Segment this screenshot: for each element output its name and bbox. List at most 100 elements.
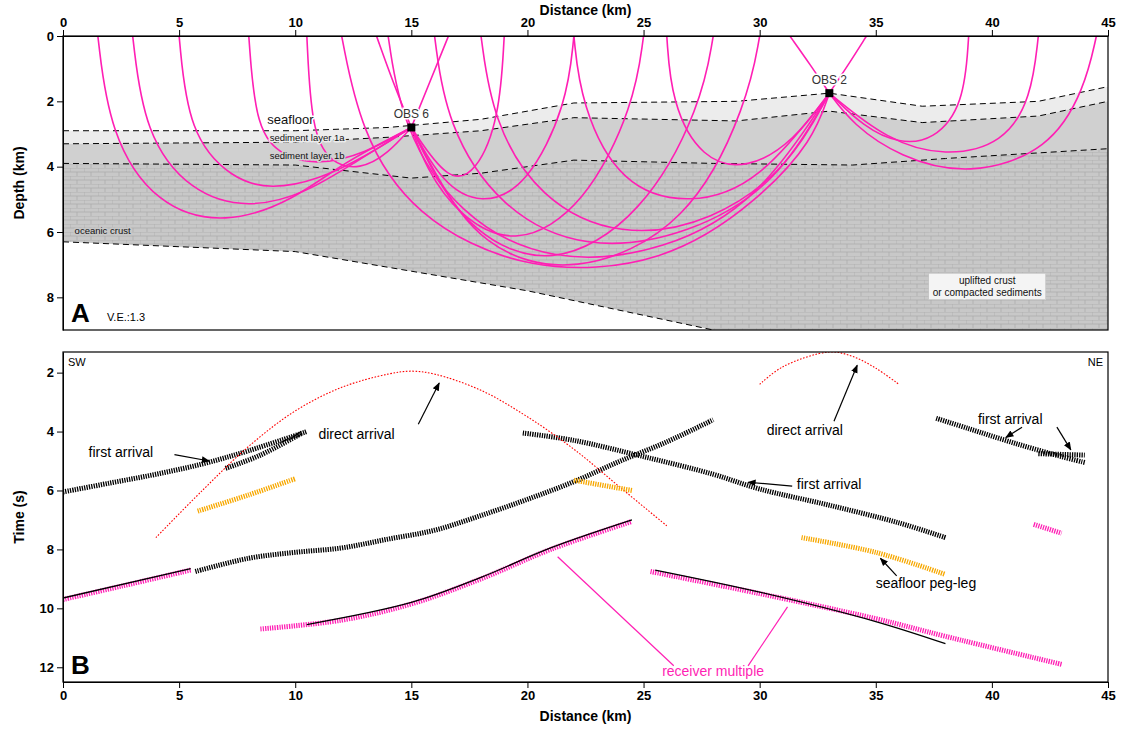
tick-label: 45	[1101, 688, 1115, 703]
tick-mark	[992, 30, 993, 36]
tick-mark	[57, 667, 63, 668]
panel-letter: B	[71, 650, 90, 680]
annotation-arrow	[558, 557, 674, 666]
tick-label: 25	[637, 688, 651, 703]
plot-frame	[63, 36, 1108, 330]
tick-label: 8	[47, 542, 54, 557]
annotation-arrow	[174, 455, 209, 461]
tick: 0	[60, 682, 67, 703]
tick: 40	[985, 682, 999, 703]
plot-area	[63, 36, 1108, 330]
series-dotted	[760, 352, 899, 384]
tick-mark	[179, 682, 180, 688]
tick-label: 8	[47, 290, 54, 305]
boundary	[63, 101, 1108, 143]
layer-label: uplifted crust	[959, 275, 1016, 286]
series-picks	[63, 432, 307, 492]
series-picks	[63, 570, 191, 599]
tick: 20	[521, 682, 535, 703]
tick-mark	[527, 30, 528, 36]
boundary	[63, 87, 1108, 131]
tick: 30	[753, 15, 767, 36]
axis-title: Depth (km)	[11, 146, 27, 219]
tick-label: 4	[47, 424, 55, 439]
tick-mark	[644, 30, 645, 36]
ray	[307, 36, 412, 167]
tick-label: 10	[40, 601, 54, 616]
annotation-arrow	[748, 607, 787, 666]
corner-label: SW	[68, 356, 86, 368]
layer-label: seafloor	[267, 112, 314, 127]
tick: 0	[47, 29, 63, 44]
ray	[179, 36, 411, 186]
tick: 5	[176, 15, 183, 36]
tick-mark	[63, 682, 64, 688]
crust	[63, 149, 1108, 330]
tick-mark	[760, 30, 761, 36]
tick: 6	[47, 225, 63, 240]
tick-label: 10	[288, 15, 302, 30]
station	[825, 89, 833, 97]
x-axis: 0 5 10 15 20 25 30 35 40 45	[60, 682, 1116, 703]
series-picks	[260, 521, 632, 629]
tick-mark	[295, 682, 296, 688]
tick-label: 25	[637, 15, 651, 30]
series-picks	[226, 433, 303, 468]
tick-mark	[760, 682, 761, 688]
annotation: seafloor peg-leg	[876, 575, 976, 591]
tick-mark	[179, 30, 180, 36]
tick-mark	[57, 36, 63, 37]
tick-label: 6	[47, 225, 54, 240]
tick-label: 40	[985, 688, 999, 703]
tick: 6	[47, 483, 63, 498]
layer-labels: seafloorsediment layer 1asediment layer …	[75, 112, 1042, 298]
annotation: direct arrival	[767, 422, 843, 438]
annotation-arrow	[748, 482, 792, 486]
plot-frame	[63, 352, 1108, 682]
tick-mark	[876, 30, 877, 36]
corner-label: NE	[1088, 356, 1103, 368]
tick-label: 2	[47, 94, 54, 109]
series-picks	[1034, 524, 1062, 533]
ray	[667, 36, 830, 165]
tick: 35	[869, 682, 883, 703]
series-solid	[63, 569, 191, 598]
series-picks	[801, 538, 945, 575]
ray	[411, 36, 643, 236]
ray	[829, 36, 1038, 152]
tick-label: 20	[521, 15, 535, 30]
tick: 10	[40, 601, 63, 616]
tick: 0	[60, 15, 67, 36]
ray	[342, 36, 830, 268]
annotation-arrow	[834, 365, 857, 421]
tick-mark	[57, 167, 63, 168]
ray	[249, 36, 412, 162]
tick-mark	[57, 101, 63, 102]
tick-label: 12	[40, 660, 54, 675]
annotation: first arrival	[89, 444, 154, 460]
ray	[411, 36, 713, 256]
ray	[133, 36, 412, 204]
station	[407, 123, 415, 131]
annotation: receiver multiple	[662, 663, 764, 679]
tick-label: 45	[1101, 15, 1115, 30]
x-axis: 051015202530354045	[60, 15, 1116, 37]
plot-area	[63, 352, 1085, 664]
tick: 15	[405, 682, 419, 703]
tick-label: 5	[176, 688, 183, 703]
tick-mark	[411, 30, 412, 36]
label-box-group	[929, 273, 1046, 299]
tick-label: 20	[521, 688, 535, 703]
tick-label: 30	[753, 15, 767, 30]
tick: 8	[47, 290, 63, 305]
tick: 2	[47, 365, 63, 380]
tick: 4	[47, 159, 63, 174]
annotation-arrow	[880, 558, 896, 576]
tick: 35	[869, 15, 883, 36]
ray	[574, 36, 829, 199]
tick: 30	[753, 682, 767, 703]
tick: 5	[176, 682, 183, 703]
tick: 10	[288, 682, 302, 703]
tick: 10	[288, 15, 302, 36]
label-box	[929, 273, 1046, 299]
